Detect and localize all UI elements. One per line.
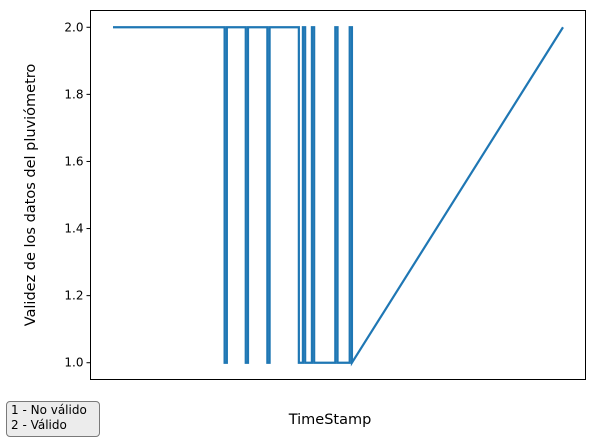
y-axis-ticks: 1.0 1.2 1.4 1.6 1.8 2.0 bbox=[64, 20, 91, 370]
y-tick-label: 1.4 bbox=[64, 222, 83, 236]
y-tick-label: 1.8 bbox=[64, 87, 83, 101]
legend-note-box: 1 - No válido 2 - Válido bbox=[6, 401, 100, 437]
note-line-valid: 2 - Válido bbox=[11, 418, 67, 432]
y-tick-label: 1.0 bbox=[64, 356, 83, 370]
series-line bbox=[113, 26, 564, 367]
plot-area-frame bbox=[90, 10, 586, 380]
y-tick-label: 2.0 bbox=[64, 20, 83, 34]
y-tick-label: 1.2 bbox=[64, 289, 83, 303]
note-line-invalid: 1 - No válido bbox=[11, 403, 87, 417]
y-axis-label: Validez de los datos del pluviómetro bbox=[23, 64, 39, 327]
y-tick-label: 1.6 bbox=[64, 154, 83, 168]
x-axis-label: TimeStamp bbox=[288, 412, 372, 428]
